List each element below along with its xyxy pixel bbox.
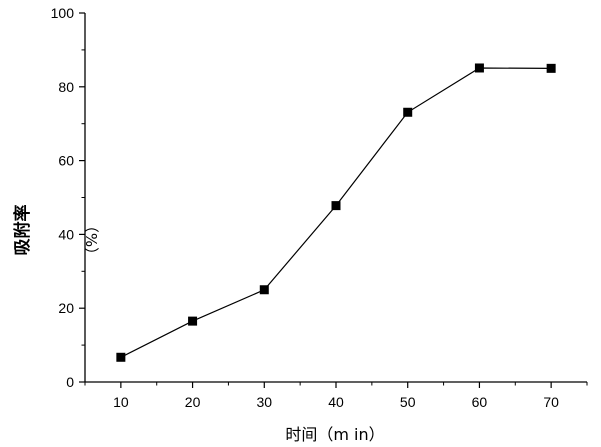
- data-point: [259, 285, 269, 295]
- y-tick-label: 40: [58, 226, 74, 242]
- series: [120, 67, 552, 358]
- x-axis-title: 时间（m in）: [285, 425, 384, 444]
- markers: [116, 63, 556, 362]
- y-tick-label: 0: [66, 374, 74, 390]
- x-tick-label: 20: [185, 394, 201, 410]
- x-tick-label: 60: [472, 394, 488, 410]
- data-point: [403, 107, 413, 117]
- y-tick-label: 60: [58, 153, 74, 169]
- x-tick-label: 10: [113, 394, 129, 410]
- series-line: [120, 67, 552, 358]
- x-tick-label: 70: [543, 394, 559, 410]
- tick-labels: 10 20 30 40 50 60 70 0 20 40 60 80 100: [51, 5, 559, 410]
- y-axis-title: 吸附率: [12, 205, 33, 256]
- data-point: [331, 201, 341, 211]
- x-tick-label: 40: [328, 394, 344, 410]
- y-axis-title-group: 吸附率: [12, 205, 33, 256]
- y-tick-label: 100: [51, 5, 75, 21]
- x-tick-label: 30: [256, 394, 272, 410]
- data-point: [116, 352, 126, 362]
- data-point: [546, 63, 556, 73]
- y-axis-unit-group: （%）: [82, 218, 100, 262]
- data-point: [474, 63, 484, 73]
- x-tick-label: 50: [400, 394, 416, 410]
- y-tick-label: 20: [58, 300, 74, 316]
- data-point: [188, 316, 198, 326]
- y-tick-label: 80: [58, 79, 74, 95]
- ticks: [79, 12, 588, 388]
- y-axis-unit: （%）: [82, 218, 100, 262]
